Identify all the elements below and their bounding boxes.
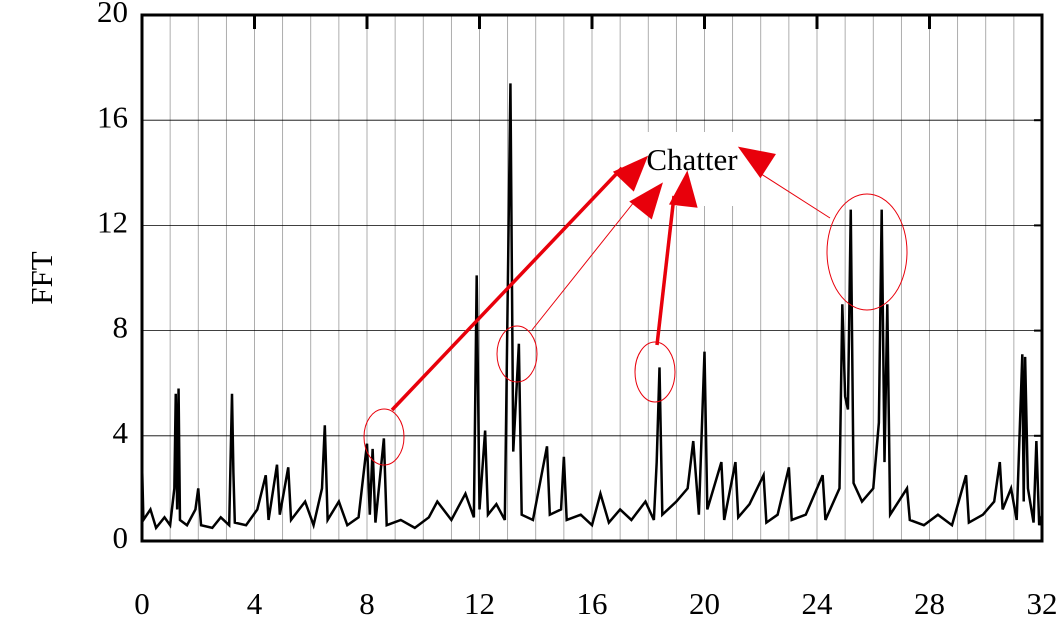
annotation-text: Chatter bbox=[646, 142, 738, 177]
x-tick-label: 8 bbox=[359, 586, 375, 621]
y-axis-label: FFT bbox=[24, 251, 59, 304]
series-line bbox=[140, 83, 1044, 531]
annotations bbox=[363, 132, 908, 466]
arrow bbox=[390, 155, 649, 412]
y-tick-label: 20 bbox=[97, 0, 128, 29]
highlight-ellipse bbox=[363, 408, 405, 466]
plot-frame bbox=[140, 13, 1044, 543]
highlight-ellipse bbox=[826, 193, 908, 311]
x-tick-label: 4 bbox=[247, 586, 263, 621]
x-tick-label: 12 bbox=[464, 586, 495, 621]
x-tick-label: 28 bbox=[914, 586, 945, 621]
highlight-ellipse bbox=[496, 325, 538, 383]
x-tick-label: 16 bbox=[577, 586, 608, 621]
y-tick-label: 16 bbox=[97, 99, 128, 134]
y-tick-label: 0 bbox=[113, 520, 129, 555]
x-tick-label: 24 bbox=[802, 586, 834, 621]
plot-area: 0 4 8 12 16 20 0 4 8 12 16 20 24 28 32 bbox=[97, 0, 1058, 621]
arrow bbox=[531, 182, 663, 331]
arrow bbox=[655, 170, 698, 346]
y-tick-label: 4 bbox=[113, 415, 129, 450]
arrow bbox=[737, 146, 831, 219]
x-tick-label: 0 bbox=[134, 586, 150, 621]
y-tick-label: 8 bbox=[113, 310, 129, 345]
y-tick-label: 12 bbox=[97, 205, 128, 240]
highlight-ellipse bbox=[634, 341, 676, 403]
x-tick-label: 20 bbox=[689, 586, 720, 621]
x-tick-label: 32 bbox=[1027, 586, 1058, 621]
